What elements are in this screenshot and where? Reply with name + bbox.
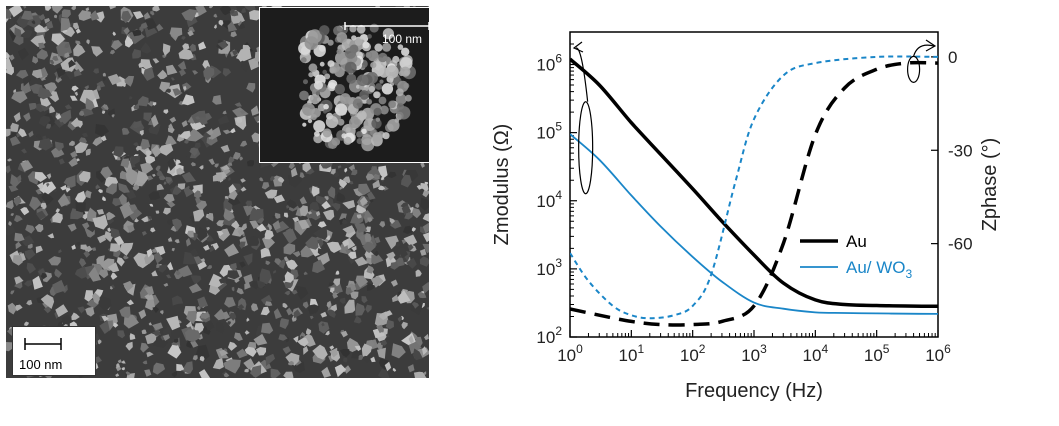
inset-scale-label: 100 nm: [381, 32, 422, 46]
y-right-tick-label: 0: [948, 48, 957, 67]
impedance-chart: 100 101 102 103 104 105 106 102 103 104 105 106 0 -30…: [460, 0, 1059, 421]
plot-frame: [569, 31, 939, 338]
x-tick-label: 101: [619, 342, 645, 365]
y-left-tick-label: 104: [536, 188, 562, 211]
series-au-modulus-line: [570, 57, 938, 309]
sem-micrograph: 100 nm 100 nm: [6, 6, 429, 378]
y-right-tick-label: -60: [948, 235, 973, 254]
series-au-wo3-phase-line: [570, 55, 938, 320]
left-arrowhead: [572, 41, 584, 53]
y-right-axis-title: Zphase (°): [979, 138, 1001, 232]
legend-label: Au: [846, 232, 867, 251]
sem-inset-image: 100 nm: [259, 7, 429, 163]
x-axis-title: Frequency (Hz): [685, 380, 823, 402]
y-left-axis-title: Zmodulus (Ω): [491, 124, 513, 246]
x-tick-label: 105: [864, 342, 890, 365]
scale-bar: [24, 338, 62, 350]
series-au-wo3-modulus-line: [570, 133, 938, 315]
right-axis-indicator-ellipse: [906, 55, 921, 83]
x-tick-label: 102: [680, 342, 706, 365]
x-tick-label: 100: [557, 342, 583, 365]
series-au-phase-line: [570, 60, 938, 327]
scale-bar-label: 100 nm: [19, 357, 63, 372]
x-tick-label: 106: [925, 342, 951, 365]
left-axis-indicator-ellipse: [578, 101, 594, 195]
y-left-tick-label: 106: [536, 52, 562, 75]
right-arrowhead: [925, 39, 937, 52]
legend-label: Au/ WO3: [846, 258, 913, 281]
y-left-tick-label: 102: [536, 324, 562, 347]
y-left-tick-label: 105: [536, 120, 562, 143]
chart-svg: 100 101 102 103 104 105 106 102 103 104 105 106 0 -30…: [491, 31, 1001, 402]
left-axis-indicator-arrow: [575, 47, 589, 102]
x-tick-label: 104: [803, 342, 829, 365]
y-left-tick-label: 103: [536, 256, 562, 279]
scale-bar-box: 100 nm: [12, 326, 96, 376]
inset-scale-bar: [344, 22, 429, 30]
sem-inset-texture: [260, 8, 429, 162]
y-right-tick-label: -30: [948, 141, 973, 160]
x-tick-label: 103: [741, 342, 767, 365]
right-axis-indicator-arrow: [913, 44, 935, 57]
